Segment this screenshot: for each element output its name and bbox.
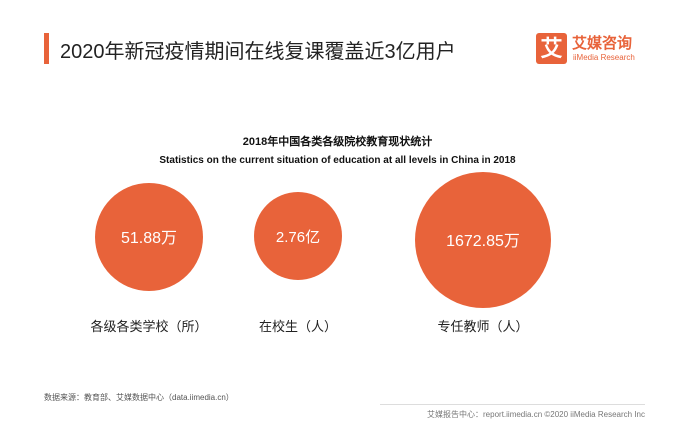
chart-title: 2018年中国各类各级院校教育现状统计 — [242, 136, 433, 148]
bubble-value-2: 2.76亿 — [276, 229, 320, 246]
bubble-label-1: 各级各类学校（所） — [90, 319, 207, 334]
logo-badge: 艾 — [536, 33, 567, 64]
bubble-value-3: 1672.85万 — [446, 233, 520, 250]
bubble-value-1: 51.88万 — [121, 230, 177, 247]
logo-name-cn: 艾媒咨询 — [572, 35, 633, 52]
footer-divider — [380, 404, 645, 405]
chart-subtitle: Statistics on the current situation of e… — [159, 155, 516, 166]
bubble-1 — [95, 183, 203, 291]
bubble-label-2: 在校生（人） — [259, 319, 337, 334]
title-accent-bar — [44, 33, 49, 64]
report-footer: 艾媒报告中心：report.iimedia.cn ©2020 iiMedia R… — [427, 410, 645, 419]
data-source-note: 数据来源：教育部、艾媒数据中心（data.iimedia.cn） — [44, 393, 234, 402]
page-title: 2020年新冠疫情期间在线复课覆盖近3亿用户 — [60, 41, 456, 63]
bubble-label-3: 专任教师（人） — [437, 319, 528, 334]
bubble-2 — [254, 192, 342, 280]
logo-name-en: iiMedia Research — [573, 53, 635, 62]
bubble-3 — [415, 172, 551, 308]
